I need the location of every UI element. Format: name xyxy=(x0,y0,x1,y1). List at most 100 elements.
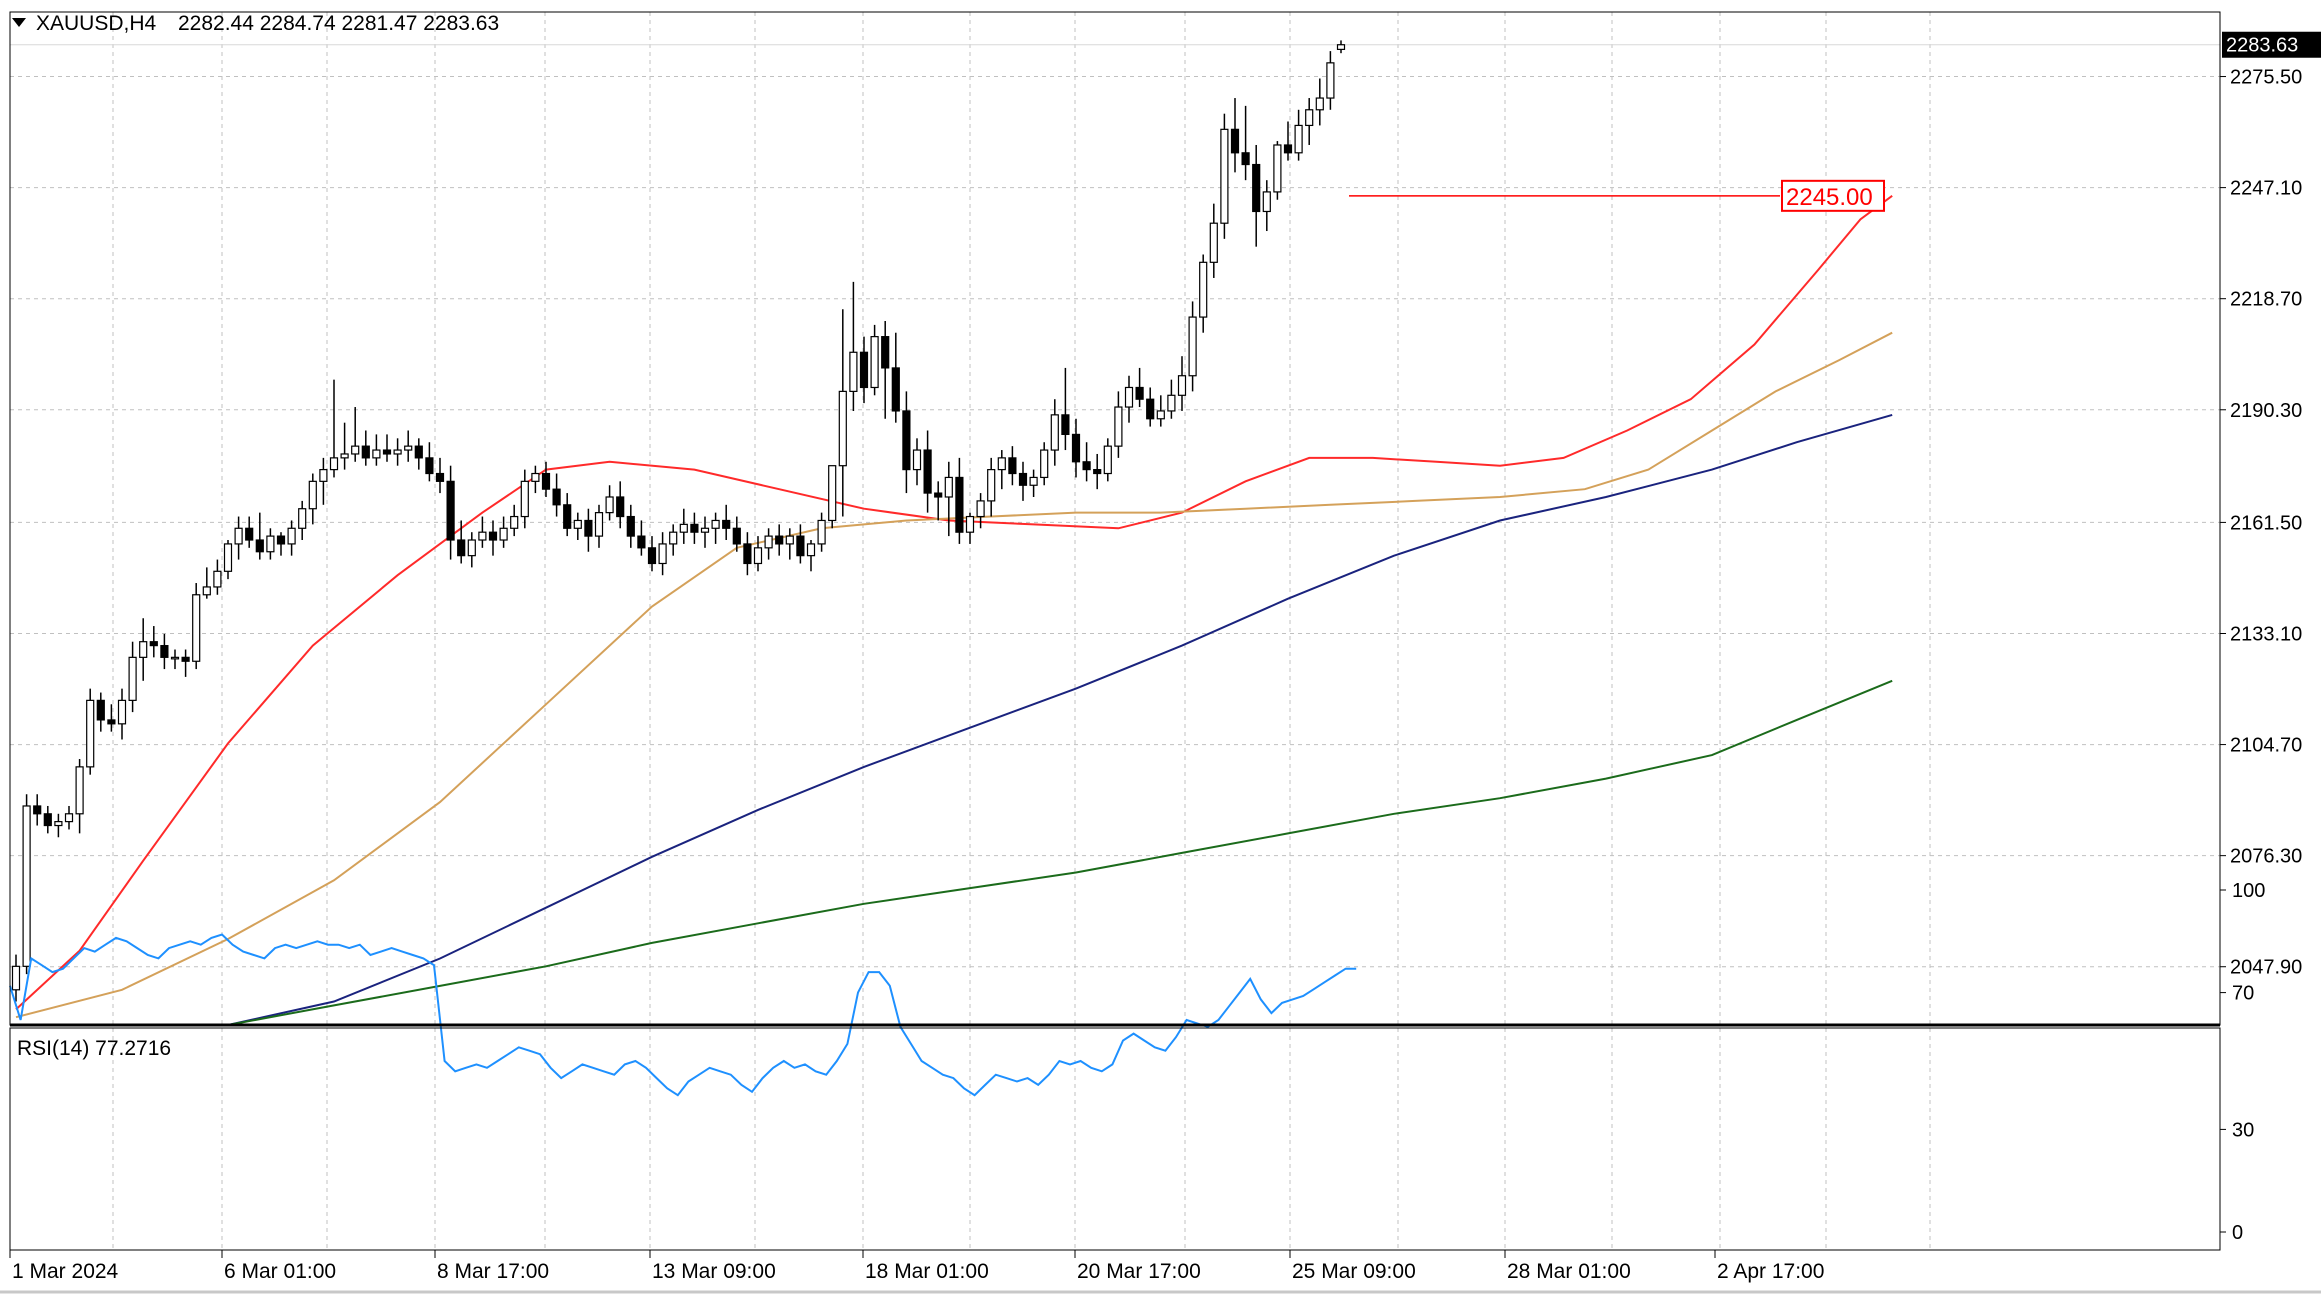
candle[interactable] xyxy=(573,512,582,541)
candle[interactable] xyxy=(1061,367,1070,451)
candle[interactable] xyxy=(616,481,625,529)
candle[interactable] xyxy=(923,430,932,513)
candle[interactable] xyxy=(594,504,604,548)
candle[interactable] xyxy=(1135,367,1144,408)
candle[interactable] xyxy=(488,520,498,556)
candle[interactable] xyxy=(245,516,254,548)
candle[interactable] xyxy=(435,457,445,494)
candle[interactable] xyxy=(626,504,635,548)
candle[interactable] xyxy=(669,524,678,556)
candle[interactable] xyxy=(987,457,996,517)
candle[interactable] xyxy=(96,692,105,732)
candle[interactable] xyxy=(658,532,667,576)
candle[interactable] xyxy=(117,688,127,740)
candle[interactable] xyxy=(647,536,657,572)
candle[interactable] xyxy=(287,520,296,556)
candle[interactable] xyxy=(605,485,614,521)
candle[interactable] xyxy=(902,391,911,494)
candle[interactable] xyxy=(298,500,307,541)
candle[interactable] xyxy=(160,633,169,670)
candle[interactable] xyxy=(1209,203,1218,278)
candle[interactable] xyxy=(1008,446,1017,486)
candle[interactable] xyxy=(965,512,975,544)
candle[interactable] xyxy=(139,618,148,681)
candle[interactable] xyxy=(86,688,95,775)
candle[interactable] xyxy=(679,508,688,544)
candle[interactable] xyxy=(700,516,710,548)
candle[interactable] xyxy=(1177,356,1187,411)
candle[interactable] xyxy=(997,450,1006,490)
candle[interactable] xyxy=(223,540,233,580)
candle[interactable] xyxy=(1040,442,1049,486)
candle[interactable] xyxy=(711,512,720,544)
candle[interactable] xyxy=(1082,442,1091,482)
candle[interactable] xyxy=(149,626,158,658)
candle[interactable] xyxy=(785,528,794,560)
candle[interactable] xyxy=(552,473,561,517)
candle[interactable] xyxy=(372,434,381,466)
candle[interactable] xyxy=(478,516,487,548)
candle[interactable] xyxy=(690,512,699,544)
candle[interactable] xyxy=(1220,113,1229,239)
candle[interactable] xyxy=(499,516,508,548)
candle[interactable] xyxy=(796,524,805,564)
candle[interactable] xyxy=(1188,301,1197,392)
candle[interactable] xyxy=(404,430,413,462)
candle[interactable] xyxy=(319,457,328,505)
candle[interactable] xyxy=(1241,105,1250,181)
candle[interactable] xyxy=(1305,98,1314,145)
candle[interactable] xyxy=(944,461,953,537)
candle[interactable] xyxy=(870,324,879,396)
candle[interactable] xyxy=(22,794,31,975)
candle[interactable] xyxy=(170,649,180,670)
candle[interactable] xyxy=(181,649,190,677)
candle[interactable] xyxy=(276,532,286,556)
candle[interactable] xyxy=(976,493,985,529)
candle[interactable] xyxy=(859,336,869,404)
candle[interactable] xyxy=(722,504,731,541)
candle[interactable] xyxy=(457,520,466,564)
candle[interactable] xyxy=(1315,78,1324,126)
candle[interactable] xyxy=(1029,469,1038,497)
candle[interactable] xyxy=(563,493,572,537)
candle[interactable] xyxy=(828,465,837,529)
candle[interactable] xyxy=(340,422,349,470)
candle[interactable] xyxy=(202,567,211,599)
candle[interactable] xyxy=(425,442,434,482)
candle[interactable] xyxy=(838,309,847,517)
candle[interactable] xyxy=(955,457,964,544)
candle[interactable] xyxy=(329,379,339,478)
candle[interactable] xyxy=(308,473,317,525)
candle[interactable] xyxy=(584,508,593,552)
candle[interactable] xyxy=(891,332,900,423)
candle[interactable] xyxy=(54,813,63,838)
candle[interactable] xyxy=(393,438,402,466)
candle[interactable] xyxy=(541,461,551,497)
candle[interactable] xyxy=(1050,399,1059,466)
candle[interactable] xyxy=(255,512,264,560)
candle[interactable] xyxy=(934,481,943,521)
candle[interactable] xyxy=(266,528,275,560)
candle[interactable] xyxy=(414,438,423,470)
candle[interactable] xyxy=(1114,391,1123,458)
candle[interactable] xyxy=(849,281,858,411)
candle[interactable] xyxy=(213,559,222,595)
candle[interactable] xyxy=(107,704,116,732)
candle[interactable] xyxy=(64,805,74,830)
alert-price-tag[interactable]: 2245.00 xyxy=(1781,179,1885,212)
candle[interactable] xyxy=(912,438,922,486)
candle[interactable] xyxy=(775,524,784,556)
candle[interactable] xyxy=(467,532,476,568)
candle[interactable] xyxy=(817,512,826,552)
candle[interactable] xyxy=(1018,461,1028,501)
candle[interactable] xyxy=(351,407,360,462)
candle[interactable] xyxy=(1071,418,1081,478)
triangle-down-icon[interactable] xyxy=(12,18,26,27)
candle[interactable] xyxy=(128,641,137,713)
candle[interactable] xyxy=(1103,438,1112,482)
candle[interactable] xyxy=(1093,453,1102,490)
candle[interactable] xyxy=(361,430,370,466)
candle[interactable] xyxy=(1146,387,1155,427)
candle[interactable] xyxy=(732,516,741,552)
